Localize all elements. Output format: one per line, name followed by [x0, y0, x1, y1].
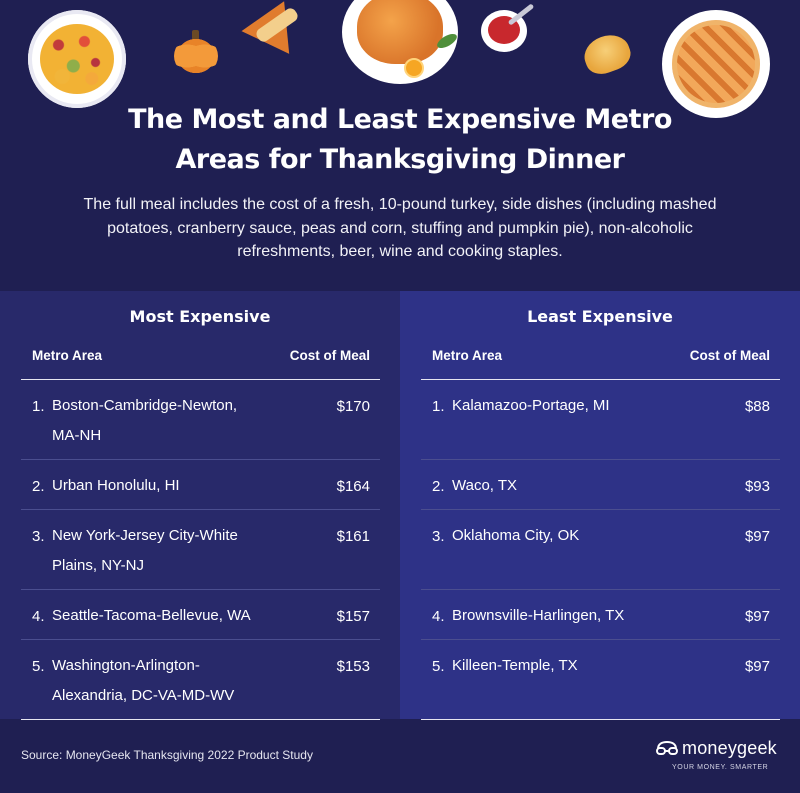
page-subtitle: The full meal includes the cost of a fre… [60, 193, 740, 264]
table-row: 1. Kalamazoo-Portage, MI $88 [421, 380, 780, 460]
row-cost: $88 [744, 398, 770, 415]
row-cost: $97 [744, 658, 770, 675]
row-metro-area: Kalamazoo-Portage, MI [452, 397, 610, 414]
header-divider [421, 379, 780, 380]
title-line-2: Areas for Thanksgiving Dinner [175, 144, 625, 175]
row-metro-area: Oklahoma City, OK [452, 527, 580, 544]
table-row: 5. Killeen-Temple, TX $97 [421, 640, 780, 720]
row-rank: 2. [32, 478, 45, 495]
most-expensive-list: 1. Boston-Cambridge-Newton, MA-NH $170 2.… [21, 380, 380, 720]
cost-of-meal-header: Cost of Meal [289, 348, 370, 363]
brand-name: moneygeek [682, 738, 777, 758]
orange-slice-icon [404, 58, 424, 78]
table-row: 4. Brownsville-Harlingen, TX $97 [421, 590, 780, 640]
table-row: 4. Seattle-Tacoma-Bellevue, WA $157 [21, 590, 380, 640]
subtitle-line-2: potatoes, cranberry sauce, peas and corn… [107, 219, 693, 237]
row-cost: $97 [744, 608, 770, 625]
row-cost: $157 [336, 608, 370, 625]
cost-of-meal-header: Cost of Meal [689, 348, 770, 363]
row-rank: 3. [432, 528, 445, 545]
most-expensive-title: Most Expensive [129, 307, 271, 326]
row-metro-area: Waco, TX [452, 477, 518, 494]
source-note: Source: MoneyGeek Thanksgiving 2022 Prod… [21, 748, 313, 762]
row-metro-area: Seattle-Tacoma-Bellevue, WA [52, 607, 251, 624]
table-row: 2. Waco, TX $93 [421, 460, 780, 510]
table-row: 5. Washington-Arlington- Alexandria, DC-V… [21, 640, 380, 720]
row-cost: $170 [336, 398, 370, 415]
header-divider [21, 379, 380, 380]
lattice-pie-icon [672, 20, 760, 108]
pumpkin-icon [174, 36, 218, 76]
brand-tagline: YOUR MONEY. SMARTER [672, 764, 769, 771]
table-row: 3. Oklahoma City, OK $97 [421, 510, 780, 590]
row-metro-area: Killeen-Temple, TX [452, 657, 578, 674]
least-expensive-title: Least Expensive [527, 307, 673, 326]
row-cost: $97 [744, 528, 770, 545]
row-rank: 5. [32, 658, 45, 675]
row-metro-area: Urban Honolulu, HI [52, 477, 180, 494]
least-expensive-list: 1. Kalamazoo-Portage, MI $88 2. Waco, TX… [421, 380, 780, 720]
row-rank: 4. [432, 608, 445, 625]
table-row: 1. Boston-Cambridge-Newton, MA-NH $170 [21, 380, 380, 460]
row-rank: 2. [432, 478, 445, 495]
most-expensive-panel: Most Expensive Metro Area Cost of Meal 1… [0, 291, 400, 720]
row-cost: $164 [336, 478, 370, 495]
title-line-1: The Most and Least Expensive Metro [128, 104, 672, 135]
croissant-icon [579, 29, 635, 79]
metro-area-header: Metro Area [32, 348, 103, 363]
row-metro-area: Boston-Cambridge-Newton, MA-NH [52, 397, 238, 444]
least-expensive-panel: Least Expensive Metro Area Cost of Meal … [400, 291, 800, 720]
row-metro-area: Brownsville-Harlingen, TX [452, 607, 625, 624]
page-title: The Most and Least Expensive Metro Areas… [100, 100, 700, 180]
pie-slice-icon [241, 1, 311, 69]
row-cost: $153 [336, 658, 370, 675]
table-row: 3. New York-Jersey City-White Plains, NY-… [21, 510, 380, 590]
row-rank: 1. [32, 398, 45, 415]
subtitle-line-1: The full meal includes the cost of a fre… [83, 196, 717, 213]
moneygeek-logo-icon [656, 740, 678, 755]
roast-turkey-icon [357, 0, 443, 64]
row-metro-area: New York-Jersey City-White Plains, NY-NJ [52, 527, 238, 574]
row-cost: $161 [336, 528, 370, 545]
row-rank: 3. [32, 528, 45, 545]
row-cost: $93 [744, 478, 770, 495]
pumpkin-stem [192, 30, 199, 40]
row-rank: 4. [32, 608, 45, 625]
salad-plate-icon [28, 10, 126, 108]
row-metro-area: Washington-Arlington- Alexandria, DC-VA-M… [52, 657, 235, 704]
table-row: 2. Urban Honolulu, HI $164 [21, 460, 380, 510]
row-rank: 1. [432, 398, 445, 415]
subtitle-line-3: refreshments, beer, wine and cooking sta… [237, 243, 563, 260]
metro-area-header: Metro Area [432, 348, 503, 363]
row-rank: 5. [432, 658, 445, 675]
